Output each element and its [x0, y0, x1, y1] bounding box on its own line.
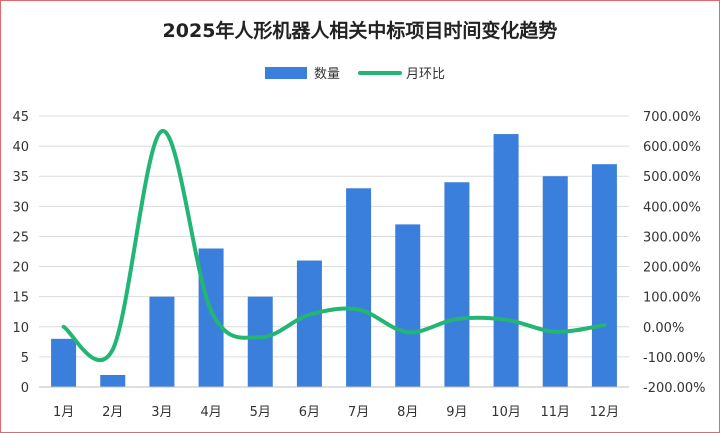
- bar-6: [296, 260, 322, 387]
- bar-4: [198, 248, 224, 387]
- x-tick-label: 3月: [151, 405, 172, 420]
- right-axis-ticks: -200.00% -100.00% 0.00% 100.00% 200.00% 300.0…: [643, 110, 706, 396]
- bar-9: [444, 182, 470, 387]
- right-tick-label: -200.00%: [643, 381, 706, 396]
- x-tick-label: 1月: [53, 405, 74, 420]
- legend-label-mom: 月环比: [406, 67, 445, 82]
- bar-8: [395, 224, 421, 387]
- x-tick-label: 2月: [102, 405, 123, 420]
- right-tick-label: 600.00%: [643, 140, 701, 155]
- bar-3: [149, 296, 175, 387]
- right-tick-label: -100.00%: [643, 351, 706, 366]
- x-tick-label: 10月: [491, 405, 521, 420]
- left-tick-label: 10: [12, 321, 29, 336]
- x-tick-label: 9月: [446, 405, 467, 420]
- bar-11: [542, 176, 568, 387]
- x-tick-label: 5月: [250, 405, 271, 420]
- left-axis-ticks: 0 5 10 15 20 25 30 35 40 45: [12, 110, 29, 396]
- left-tick-label: 45: [12, 110, 29, 125]
- grid-lines: [39, 115, 629, 358]
- bar-10: [493, 134, 519, 387]
- legend-swatch-count: [265, 67, 307, 79]
- legend: 数量 月环比: [265, 67, 445, 82]
- x-tick-label: 4月: [200, 405, 221, 420]
- left-tick-label: 5: [21, 351, 29, 366]
- bar-series: [51, 134, 617, 387]
- right-tick-label: 300.00%: [643, 230, 701, 245]
- bar-12: [591, 164, 617, 387]
- right-tick-label: 100.00%: [643, 291, 701, 306]
- left-tick-label: 15: [12, 291, 29, 306]
- right-tick-label: 200.00%: [643, 261, 701, 276]
- left-tick-label: 35: [12, 170, 29, 185]
- right-tick-label: 400.00%: [643, 200, 701, 215]
- right-tick-label: 700.00%: [643, 110, 701, 125]
- right-tick-label: 0.00%: [643, 321, 684, 336]
- x-tick-label: 7月: [348, 405, 369, 420]
- left-tick-label: 40: [12, 140, 29, 155]
- bar-5: [247, 296, 273, 387]
- chart-title: 2025年人形机器人相关中标项目时间变化趋势: [163, 19, 558, 42]
- mom-line: [61, 129, 607, 362]
- x-tick-label: 12月: [590, 405, 620, 420]
- bar-2: [100, 374, 126, 387]
- left-tick-label: 20: [12, 261, 29, 276]
- legend-label-count: 数量: [314, 67, 340, 82]
- bar-1: [51, 338, 77, 387]
- left-tick-label: 0: [21, 381, 29, 396]
- x-axis-ticks: 1月 2月 3月 4月 5月 6月 7月 8月 9月 10月 11月 12月: [53, 405, 619, 420]
- left-tick-label: 25: [12, 230, 29, 245]
- bar-7: [346, 188, 372, 387]
- line-series: [61, 129, 607, 362]
- left-tick-label: 30: [12, 200, 29, 215]
- x-tick-label: 11月: [540, 405, 570, 420]
- right-tick-label: 500.00%: [643, 170, 701, 185]
- x-tick-label: 8月: [397, 405, 418, 420]
- x-tick-label: 6月: [299, 405, 320, 420]
